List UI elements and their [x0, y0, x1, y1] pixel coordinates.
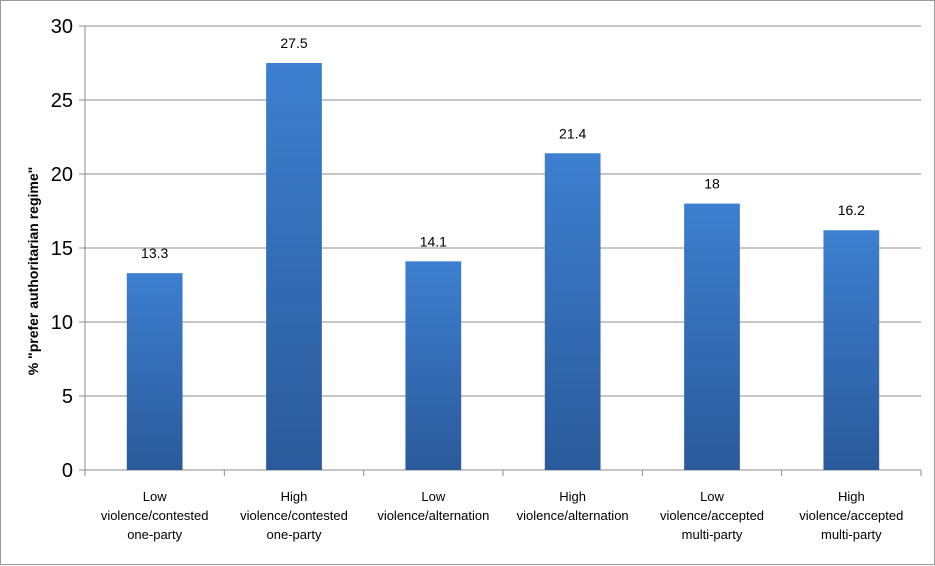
category-label-line: violence/alternation — [517, 508, 629, 523]
category-label: High violence/accepted multi-party — [799, 489, 903, 542]
y-tick-label: 30 — [51, 16, 73, 38]
y-tick-label: 20 — [51, 164, 73, 186]
y-tick-label: 15 — [51, 238, 73, 260]
bars — [126, 63, 880, 470]
y-axis-title: % "prefer authoritarian regime" — [25, 167, 41, 376]
gridlines — [85, 25, 921, 397]
category-label: High violence/alternation — [517, 489, 629, 523]
category-label-line: one-party — [267, 527, 322, 542]
category-label-line: multi-party — [821, 527, 882, 542]
bar — [684, 203, 740, 470]
y-tick-label: 25 — [51, 90, 73, 112]
data-label: 14.1 — [420, 233, 447, 249]
bar — [266, 63, 322, 470]
bar — [405, 261, 462, 470]
axes — [79, 25, 922, 476]
data-label: 21.4 — [559, 125, 586, 141]
category-label-line: violence/contested — [101, 508, 209, 523]
bar — [544, 153, 601, 470]
category-label-line: Low — [143, 489, 167, 504]
category-label: Low violence/alternation — [377, 489, 489, 523]
category-label: Low violence/accepted multi-party — [660, 489, 764, 542]
category-label-line: High — [281, 489, 308, 504]
data-label: 27.5 — [280, 35, 307, 51]
labels: 0 5 10 15 20 25 30 13.3 Low violence/contested one… — [51, 16, 904, 542]
category-label-line: High — [838, 489, 865, 504]
category-label-line: violence/alternation — [377, 508, 489, 523]
category-label: High violence/contested one-party — [240, 489, 348, 542]
category-label-line: one-party — [127, 527, 182, 542]
y-tick-label: 0 — [62, 460, 73, 482]
category-label-line: violence/contested — [240, 508, 348, 523]
data-label: 16.2 — [838, 202, 865, 218]
bar — [126, 273, 183, 470]
category-label-line: violence/accepted — [660, 508, 764, 523]
category-label: Low violence/contested one-party — [101, 489, 209, 542]
bar — [823, 230, 880, 470]
category-label-line: Low — [421, 489, 445, 504]
category-label-line: High — [559, 489, 586, 504]
category-label-line: multi-party — [682, 527, 743, 542]
category-label-line: violence/accepted — [799, 508, 903, 523]
data-label: 18 — [704, 176, 720, 192]
y-tick-label: 5 — [62, 386, 73, 408]
data-label: 13.3 — [141, 245, 168, 261]
y-tick-label: 10 — [51, 312, 73, 334]
category-label-line: Low — [700, 489, 724, 504]
